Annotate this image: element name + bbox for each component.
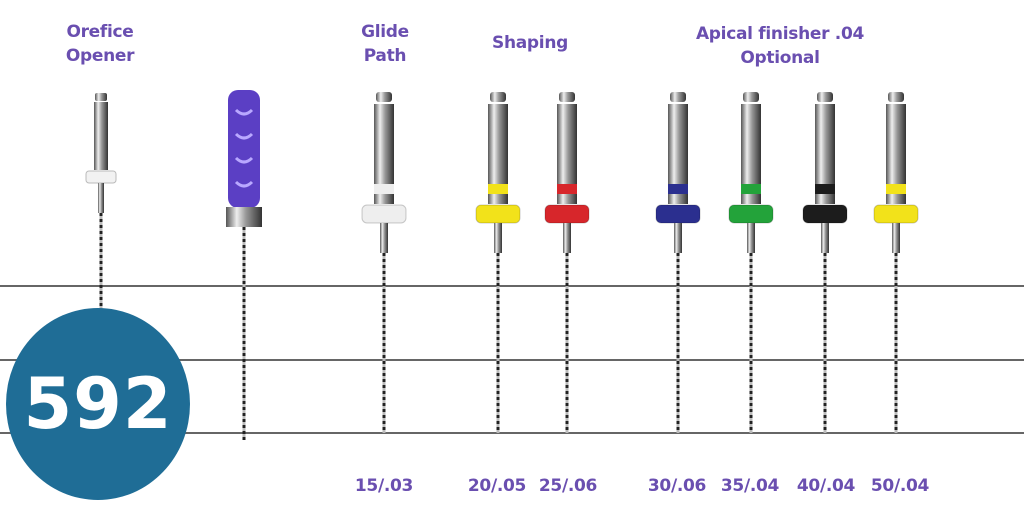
file-rotary bbox=[873, 92, 919, 253]
file-rotary bbox=[361, 92, 407, 253]
file-color-ring bbox=[668, 184, 688, 194]
heading-line: Shaping bbox=[492, 33, 568, 53]
file-rotary bbox=[655, 92, 701, 253]
file-stopper bbox=[728, 204, 774, 224]
guide-line bbox=[0, 359, 1024, 361]
handle-groove bbox=[234, 108, 254, 116]
file-shank-lower bbox=[741, 194, 761, 204]
file-rotary bbox=[544, 92, 590, 253]
heading-line: Opener bbox=[65, 46, 135, 66]
file-color-ring bbox=[488, 184, 508, 194]
file-neck bbox=[747, 223, 755, 253]
file-rotary bbox=[802, 92, 848, 253]
file-stopper bbox=[873, 204, 919, 224]
size-label: 25/.06 bbox=[538, 476, 598, 496]
heading-line: Apical finisher .04 bbox=[695, 24, 865, 44]
file-latch bbox=[817, 92, 833, 102]
heading-line: Orefice bbox=[66, 22, 134, 42]
file-orifice-opener bbox=[85, 93, 117, 213]
heading-shaping: Shaping bbox=[478, 31, 582, 55]
file-rotary bbox=[728, 92, 774, 253]
heading-line: Path bbox=[363, 46, 407, 66]
heading-apical-finisher: Apical finisher .04 Optional bbox=[680, 22, 880, 70]
file-stopper bbox=[361, 204, 407, 224]
file-rotary bbox=[475, 92, 521, 253]
file-latch bbox=[888, 92, 904, 102]
file-shank-lower bbox=[886, 194, 906, 204]
file-neck bbox=[563, 223, 571, 253]
size-label: 15/.03 bbox=[354, 476, 414, 496]
file-neck bbox=[98, 183, 104, 213]
file-latch bbox=[670, 92, 686, 102]
file-shank bbox=[488, 104, 508, 184]
guide-line bbox=[0, 285, 1024, 287]
file-ferrule bbox=[226, 207, 262, 227]
file-latch bbox=[376, 92, 392, 102]
badge-circle: 592 bbox=[6, 308, 190, 500]
size-label: 50/.04 bbox=[870, 476, 930, 496]
badge-number: 592 bbox=[23, 363, 173, 445]
file-color-ring bbox=[886, 184, 906, 194]
file-neck bbox=[674, 223, 682, 253]
file-stopper bbox=[655, 204, 701, 224]
handle-groove bbox=[234, 156, 254, 164]
file-handle bbox=[228, 90, 260, 208]
size-label: 35/.04 bbox=[720, 476, 780, 496]
size-label: 40/.04 bbox=[796, 476, 856, 496]
file-color-ring bbox=[741, 184, 761, 194]
file-shank-lower bbox=[488, 194, 508, 204]
file-stopper bbox=[802, 204, 848, 224]
file-color-ring bbox=[374, 184, 394, 194]
file-shank bbox=[886, 104, 906, 184]
file-stopper bbox=[544, 204, 590, 224]
file-shank-lower bbox=[557, 194, 577, 204]
handle-groove bbox=[234, 180, 254, 188]
file-color-ring bbox=[557, 184, 577, 194]
handle-groove bbox=[234, 132, 254, 140]
heading-line: Optional bbox=[740, 48, 820, 68]
heading-glide-path: Glide Path bbox=[350, 20, 420, 68]
file-neck bbox=[494, 223, 502, 253]
file-shank-lower bbox=[374, 194, 394, 204]
file-neck bbox=[821, 223, 829, 253]
file-stopper bbox=[85, 170, 117, 184]
file-stopper bbox=[475, 204, 521, 224]
file-shank-lower bbox=[815, 194, 835, 204]
file-shank bbox=[815, 104, 835, 184]
file-latch bbox=[95, 93, 107, 101]
size-label: 30/.06 bbox=[647, 476, 707, 496]
heading-line: Glide bbox=[361, 22, 409, 42]
file-shank bbox=[668, 104, 688, 184]
file-shank bbox=[741, 104, 761, 184]
file-latch bbox=[559, 92, 575, 102]
guide-line bbox=[0, 432, 1024, 434]
file-shank bbox=[374, 104, 394, 184]
size-label: 20/.05 bbox=[467, 476, 527, 496]
file-shank-lower bbox=[668, 194, 688, 204]
file-shank bbox=[94, 102, 108, 170]
file-neck bbox=[892, 223, 900, 253]
file-color-ring bbox=[815, 184, 835, 194]
file-latch bbox=[743, 92, 759, 102]
heading-orifice-opener: Orefice Opener bbox=[58, 20, 142, 68]
file-shank bbox=[557, 104, 577, 184]
file-latch bbox=[490, 92, 506, 102]
file-neck bbox=[380, 223, 388, 253]
file-hand-file bbox=[226, 90, 262, 227]
